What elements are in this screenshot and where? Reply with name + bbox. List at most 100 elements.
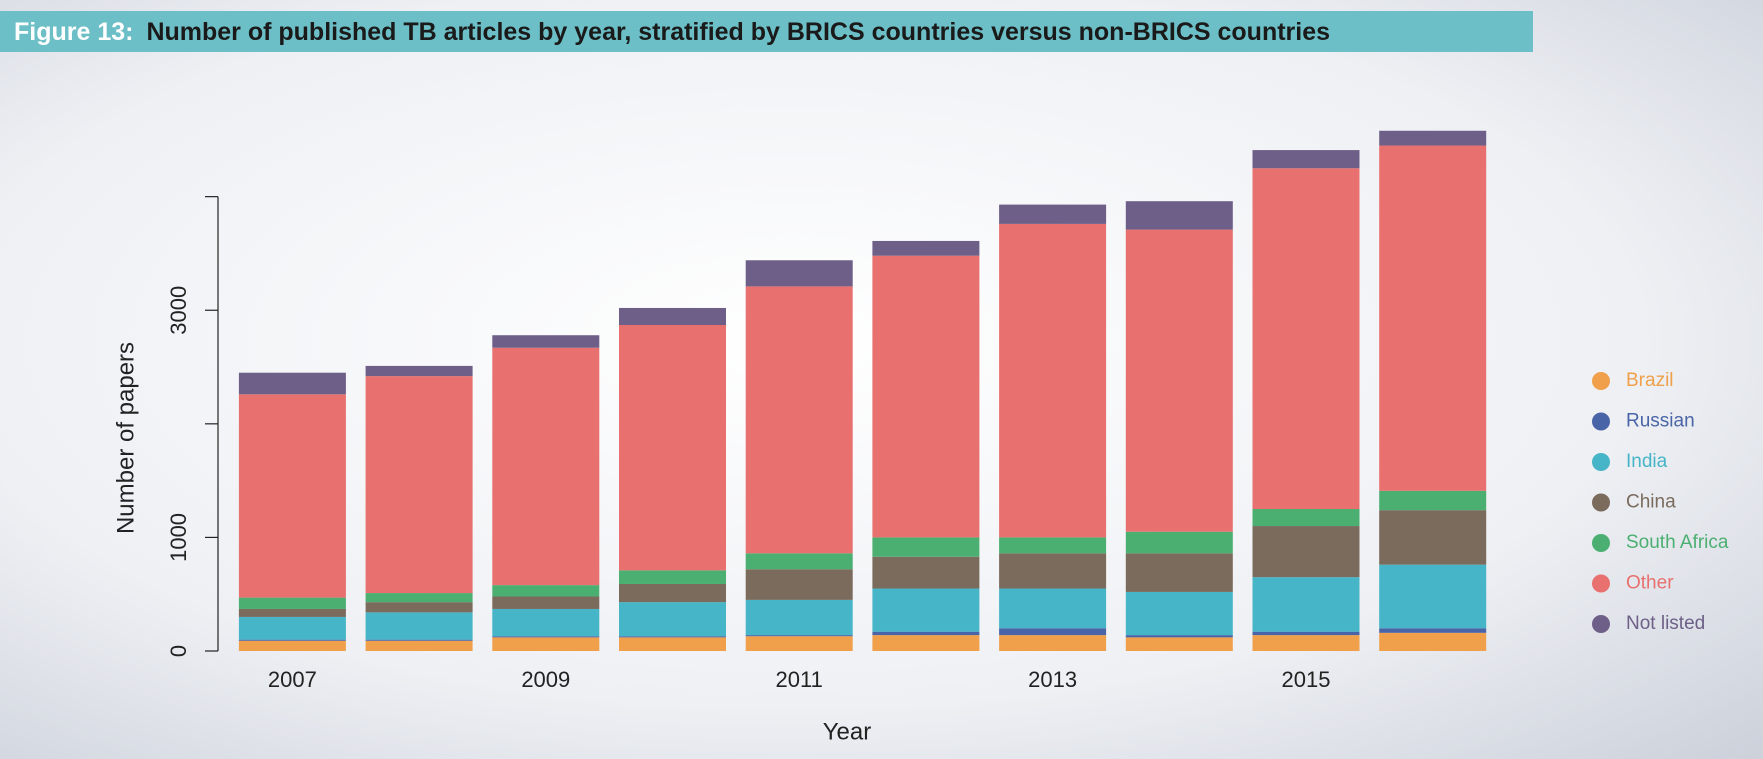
bar-segment [1125,637,1233,651]
legend-marker [1592,534,1610,552]
legend-label: Russian [1626,411,1695,432]
bar-segment [999,628,1107,636]
bar-segment [492,637,600,651]
bar-segment [872,631,980,636]
x-axis-label: Year [823,718,872,745]
legend-marker [1592,574,1610,593]
bar-segment [1252,509,1360,527]
bar-segment [1252,635,1360,651]
y-axis-label: Number of papers [112,342,139,534]
bar-segment [619,636,726,638]
legend-marker [1592,412,1610,431]
bar-segment [238,639,346,641]
bar-segment [238,394,346,598]
y-tick-label: 0 [166,645,191,657]
legend-label: Other [1626,573,1674,594]
bar-segment [492,596,600,609]
bar-segment [745,636,853,651]
bar-segment [365,593,473,603]
y-tick-label: 1000 [166,513,191,562]
bar-segment [1379,490,1487,511]
bar-segment [1252,150,1360,169]
bar-segment [619,307,726,326]
bar-segment [365,639,473,641]
bar-segment [1379,130,1487,146]
legend-marker [1592,453,1610,471]
x-tick-label: 2007 [268,667,317,692]
bar-segment [492,608,600,637]
bar-segment [238,372,346,395]
bar-segment [999,635,1107,651]
title-text: Number of published TB articles by year,… [146,18,1330,46]
bar-segment [365,376,473,594]
bar-segment [745,599,853,636]
bar-segment [999,223,1107,538]
bar-segment [1379,632,1487,651]
bar-segment [745,553,853,570]
bar-segment [1125,531,1233,554]
bar-segment [238,608,346,617]
bar-segment [1379,145,1487,491]
x-tick-label: 2015 [1282,667,1331,692]
bar-segment [1125,553,1233,592]
bar-segment [745,569,853,600]
bar-segment [492,636,600,638]
legend-label: India [1626,451,1668,472]
bar-segment [999,204,1107,224]
y-tick-label: 3000 [166,286,191,335]
bar-segment [1379,628,1487,633]
bar-segment [1125,229,1233,532]
bar-segment [1125,591,1233,636]
bar-segment [872,240,980,256]
bar-segment [365,365,473,377]
bar-segment [619,602,726,637]
bar-segment [1252,631,1360,636]
x-tick-label: 2013 [1028,667,1077,692]
bar-segment [492,347,600,586]
bar-segment [1252,168,1360,510]
bar-segment [238,640,346,651]
title-label: Figure 13: [14,18,133,46]
bar-segment [619,570,726,584]
bar-segment [619,637,726,651]
bar-segment [365,602,473,613]
chart-title: Figure 13: Number of published TB articl… [14,18,1330,46]
bar-segment [1125,635,1233,638]
bar-segment [872,537,980,557]
bar-segment [872,635,980,651]
bar-segment [999,537,1107,554]
bar-segment [365,612,473,640]
legend-label: China [1626,492,1676,513]
legend-marker [1592,493,1610,512]
bar-segment [872,588,980,632]
bar-segment [1125,201,1233,230]
bar-segment [492,585,600,597]
x-tick-label: 2009 [521,667,570,692]
bar-segment [999,588,1107,629]
bar-segment [492,335,600,348]
legend-marker [1592,615,1610,633]
legend-label: South Africa [1626,532,1729,553]
bar-segment [872,255,980,538]
bar-segment [619,583,726,603]
bar-segment [238,616,346,640]
bar-segment [745,286,853,554]
legend-marker [1592,372,1610,390]
bar-segment [745,260,853,287]
bar-segment [365,640,473,651]
bar-segment [999,553,1107,589]
legend-label: Not listed [1626,613,1705,634]
bar-segment [1252,526,1360,578]
bar-segment [745,635,853,637]
bar-segment [872,556,980,589]
bar-segment [238,597,346,609]
bar-segment [1379,564,1487,629]
bar-segment [1252,577,1360,632]
bar-segment [1379,510,1487,565]
title-banner [0,11,1533,52]
x-tick-label: 2011 [776,667,823,692]
legend-label: Brazil [1626,370,1674,391]
bar-segment [619,325,726,571]
